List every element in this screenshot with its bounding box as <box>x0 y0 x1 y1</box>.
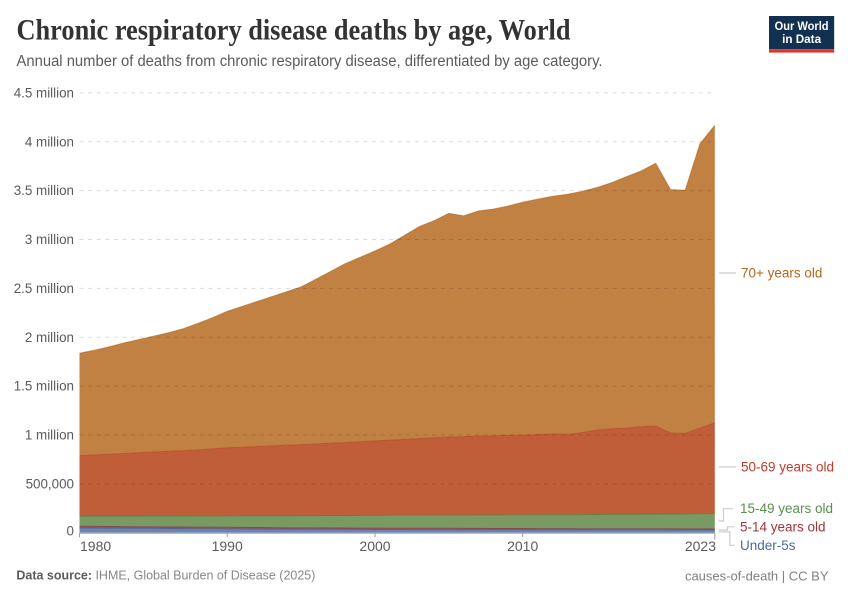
svg-text:4 million: 4 million <box>25 134 74 149</box>
svg-text:1 million: 1 million <box>25 428 74 443</box>
svg-text:causes-of-death | CC BY: causes-of-death | CC BY <box>685 569 829 584</box>
svg-text:50-69 years old: 50-69 years old <box>741 460 834 475</box>
svg-text:3.5 million: 3.5 million <box>14 183 74 198</box>
svg-text:3 million: 3 million <box>25 232 74 247</box>
svg-text:500,000: 500,000 <box>26 476 74 491</box>
svg-text:2.5 million: 2.5 million <box>14 281 74 296</box>
svg-text:in Data: in Data <box>782 32 821 46</box>
svg-text:Annual number of deaths from c: Annual number of deaths from chronic res… <box>17 53 603 70</box>
svg-text:15-49 years old: 15-49 years old <box>740 501 833 516</box>
svg-text:2010: 2010 <box>507 538 538 554</box>
svg-text:1980: 1980 <box>80 538 111 554</box>
svg-text:70+ years old: 70+ years old <box>741 266 822 281</box>
svg-text:Data source: IHME, Global Burd: Data source: IHME, Global Burden of Dise… <box>16 568 315 583</box>
svg-text:2023: 2023 <box>685 538 716 554</box>
svg-text:0: 0 <box>67 524 74 539</box>
svg-text:1.5 million: 1.5 million <box>14 379 74 394</box>
svg-text:4.5 million: 4.5 million <box>14 85 74 100</box>
svg-text:1990: 1990 <box>212 538 243 554</box>
svg-text:5-14 years old: 5-14 years old <box>740 519 826 534</box>
svg-text:Under-5s: Under-5s <box>740 538 796 553</box>
svg-text:2000: 2000 <box>359 538 390 554</box>
svg-text:Chronic respiratory disease de: Chronic respiratory disease deaths by ag… <box>17 14 571 47</box>
svg-text:2 million: 2 million <box>25 330 74 345</box>
svg-text:Our World: Our World <box>775 19 829 33</box>
